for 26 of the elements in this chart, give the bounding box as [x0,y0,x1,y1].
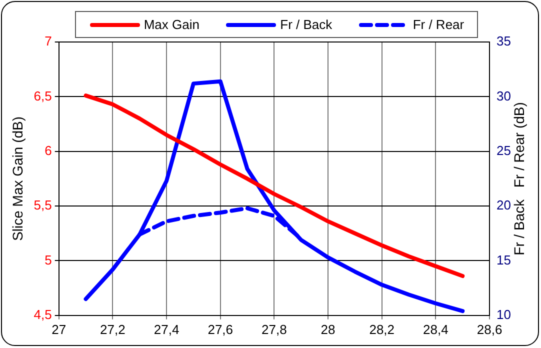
y2-tick-label: 10 [496,306,512,322]
y2-tick-label: 20 [496,198,512,213]
y2-tick-label: 30 [496,88,512,104]
y2-tick-label: 35 [496,34,512,49]
x-tick-label: 27,4 [154,322,180,337]
y-tick-label: 6 [44,142,52,158]
y-tick-label: 6,5 [34,88,52,104]
x-tick-label: 27,8 [262,322,287,337]
y-tick-label: 4,5 [34,306,52,322]
x-tick-label: 28,6 [476,322,502,337]
legend-label: Fr / Back [280,17,332,32]
y2-axis-title: Fr / Back Fr / Rear (dB) [510,102,527,256]
legend-label: Max Gain [144,17,200,32]
y-axis-title: Slice Max Gain (dB) [9,116,26,241]
x-tick-label: 27 [52,322,66,337]
y2-tick-label: 15 [496,252,512,268]
x-tick-label: 28 [320,322,336,337]
y-tick-label: 5 [44,252,52,268]
x-tick-label: 27,2 [100,322,126,337]
x-tick-label: 28,4 [423,322,448,337]
x-tick-label: 27,6 [208,322,234,337]
y-tick-label: 7 [44,34,52,49]
x-tick-label: 28,2 [369,322,395,337]
y2-tick-label: 25 [496,142,512,158]
y-tick-label: 5,5 [34,198,52,213]
legend-label: Fr / Rear [412,17,464,32]
